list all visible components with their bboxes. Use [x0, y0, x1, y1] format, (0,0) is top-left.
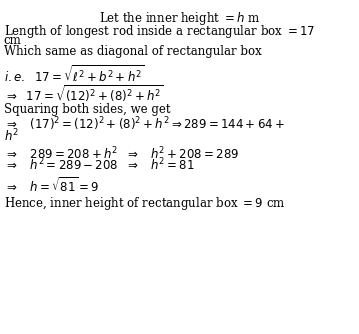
Text: Which same as diagonal of rectangular box: Which same as diagonal of rectangular bo…: [4, 45, 261, 58]
Text: $\Rightarrow$   $(17)^2=(12)^2+(8)^2+h^2 \Rightarrow 289=144+64+$: $\Rightarrow$ $(17)^2=(12)^2+(8)^2+h^2 \…: [4, 116, 284, 133]
Text: Let the inner height $= h$ m: Let the inner height $= h$ m: [99, 10, 260, 27]
Text: $\Rightarrow$  $17 = \sqrt{(12)^2+(8)^2+h^2}$: $\Rightarrow$ $17 = \sqrt{(12)^2+(8)^2+h…: [4, 84, 163, 105]
Text: cm: cm: [4, 34, 21, 47]
Text: $\Rightarrow$   $h = \sqrt{81} = 9$: $\Rightarrow$ $h = \sqrt{81} = 9$: [4, 176, 99, 195]
Text: Length of longest rod inside a rectangular box $= 17$: Length of longest rod inside a rectangul…: [4, 23, 315, 40]
Text: Hence, inner height of rectangular box $= 9$ cm: Hence, inner height of rectangular box $…: [4, 195, 285, 212]
Text: $h^2$: $h^2$: [4, 128, 18, 144]
Text: $\Rightarrow$   $289=208+h^2$  $\Rightarrow$   $h^2+208=289$: $\Rightarrow$ $289=208+h^2$ $\Rightarrow…: [4, 145, 239, 162]
Text: Squaring both sides, we get: Squaring both sides, we get: [4, 103, 170, 116]
Text: $i.e.$  $17 = \sqrt{\ell^2+b^2+h^2}$: $i.e.$ $17 = \sqrt{\ell^2+b^2+h^2}$: [4, 64, 144, 85]
Text: $\Rightarrow$   $h^2=289-208$  $\Rightarrow$   $h^2=81$: $\Rightarrow$ $h^2=289-208$ $\Rightarrow…: [4, 157, 194, 174]
